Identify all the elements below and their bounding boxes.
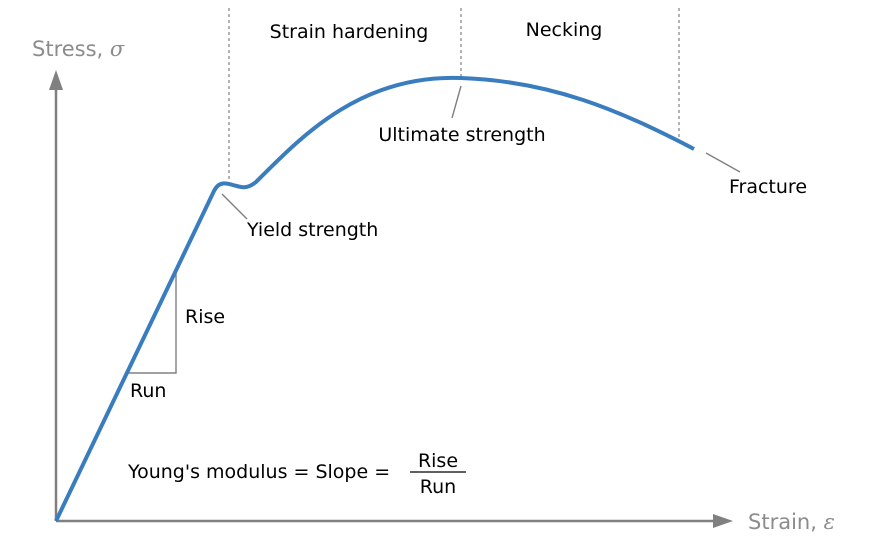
formula-lhs: Young's modulus = Slope =: [127, 461, 396, 483]
ultimate-leader-line: [451, 85, 462, 119]
formula-denominator: Run: [420, 476, 456, 498]
yield-leader-line: [221, 193, 248, 220]
region-label-necking: Necking: [526, 19, 603, 41]
slope-triangle: [128, 271, 177, 374]
y-axis-label: Stress, σ: [32, 37, 125, 61]
ultimate-strength-label: Ultimate strength: [378, 124, 545, 146]
axes: [49, 70, 733, 528]
x-axis-arrow: [713, 514, 733, 528]
youngs-modulus-formula: Young's modulus = Slope = Rise Run: [127, 450, 466, 498]
fracture-leader-line: [705, 152, 741, 173]
yield-strength-label: Yield strength: [246, 219, 378, 241]
x-axis-label: Strain, ε: [748, 510, 835, 534]
sigma-symbol: σ: [110, 37, 125, 61]
stress-strain-curve: [54, 75, 695, 522]
rise-label: Rise: [185, 306, 225, 328]
y-axis-arrow: [49, 70, 63, 90]
epsilon-symbol: ε: [824, 510, 835, 534]
formula-numerator: Rise: [418, 450, 458, 472]
run-label: Run: [130, 380, 166, 402]
region-label-strain-hardening: Strain hardening: [270, 21, 429, 43]
fracture-label: Fracture: [729, 176, 807, 198]
